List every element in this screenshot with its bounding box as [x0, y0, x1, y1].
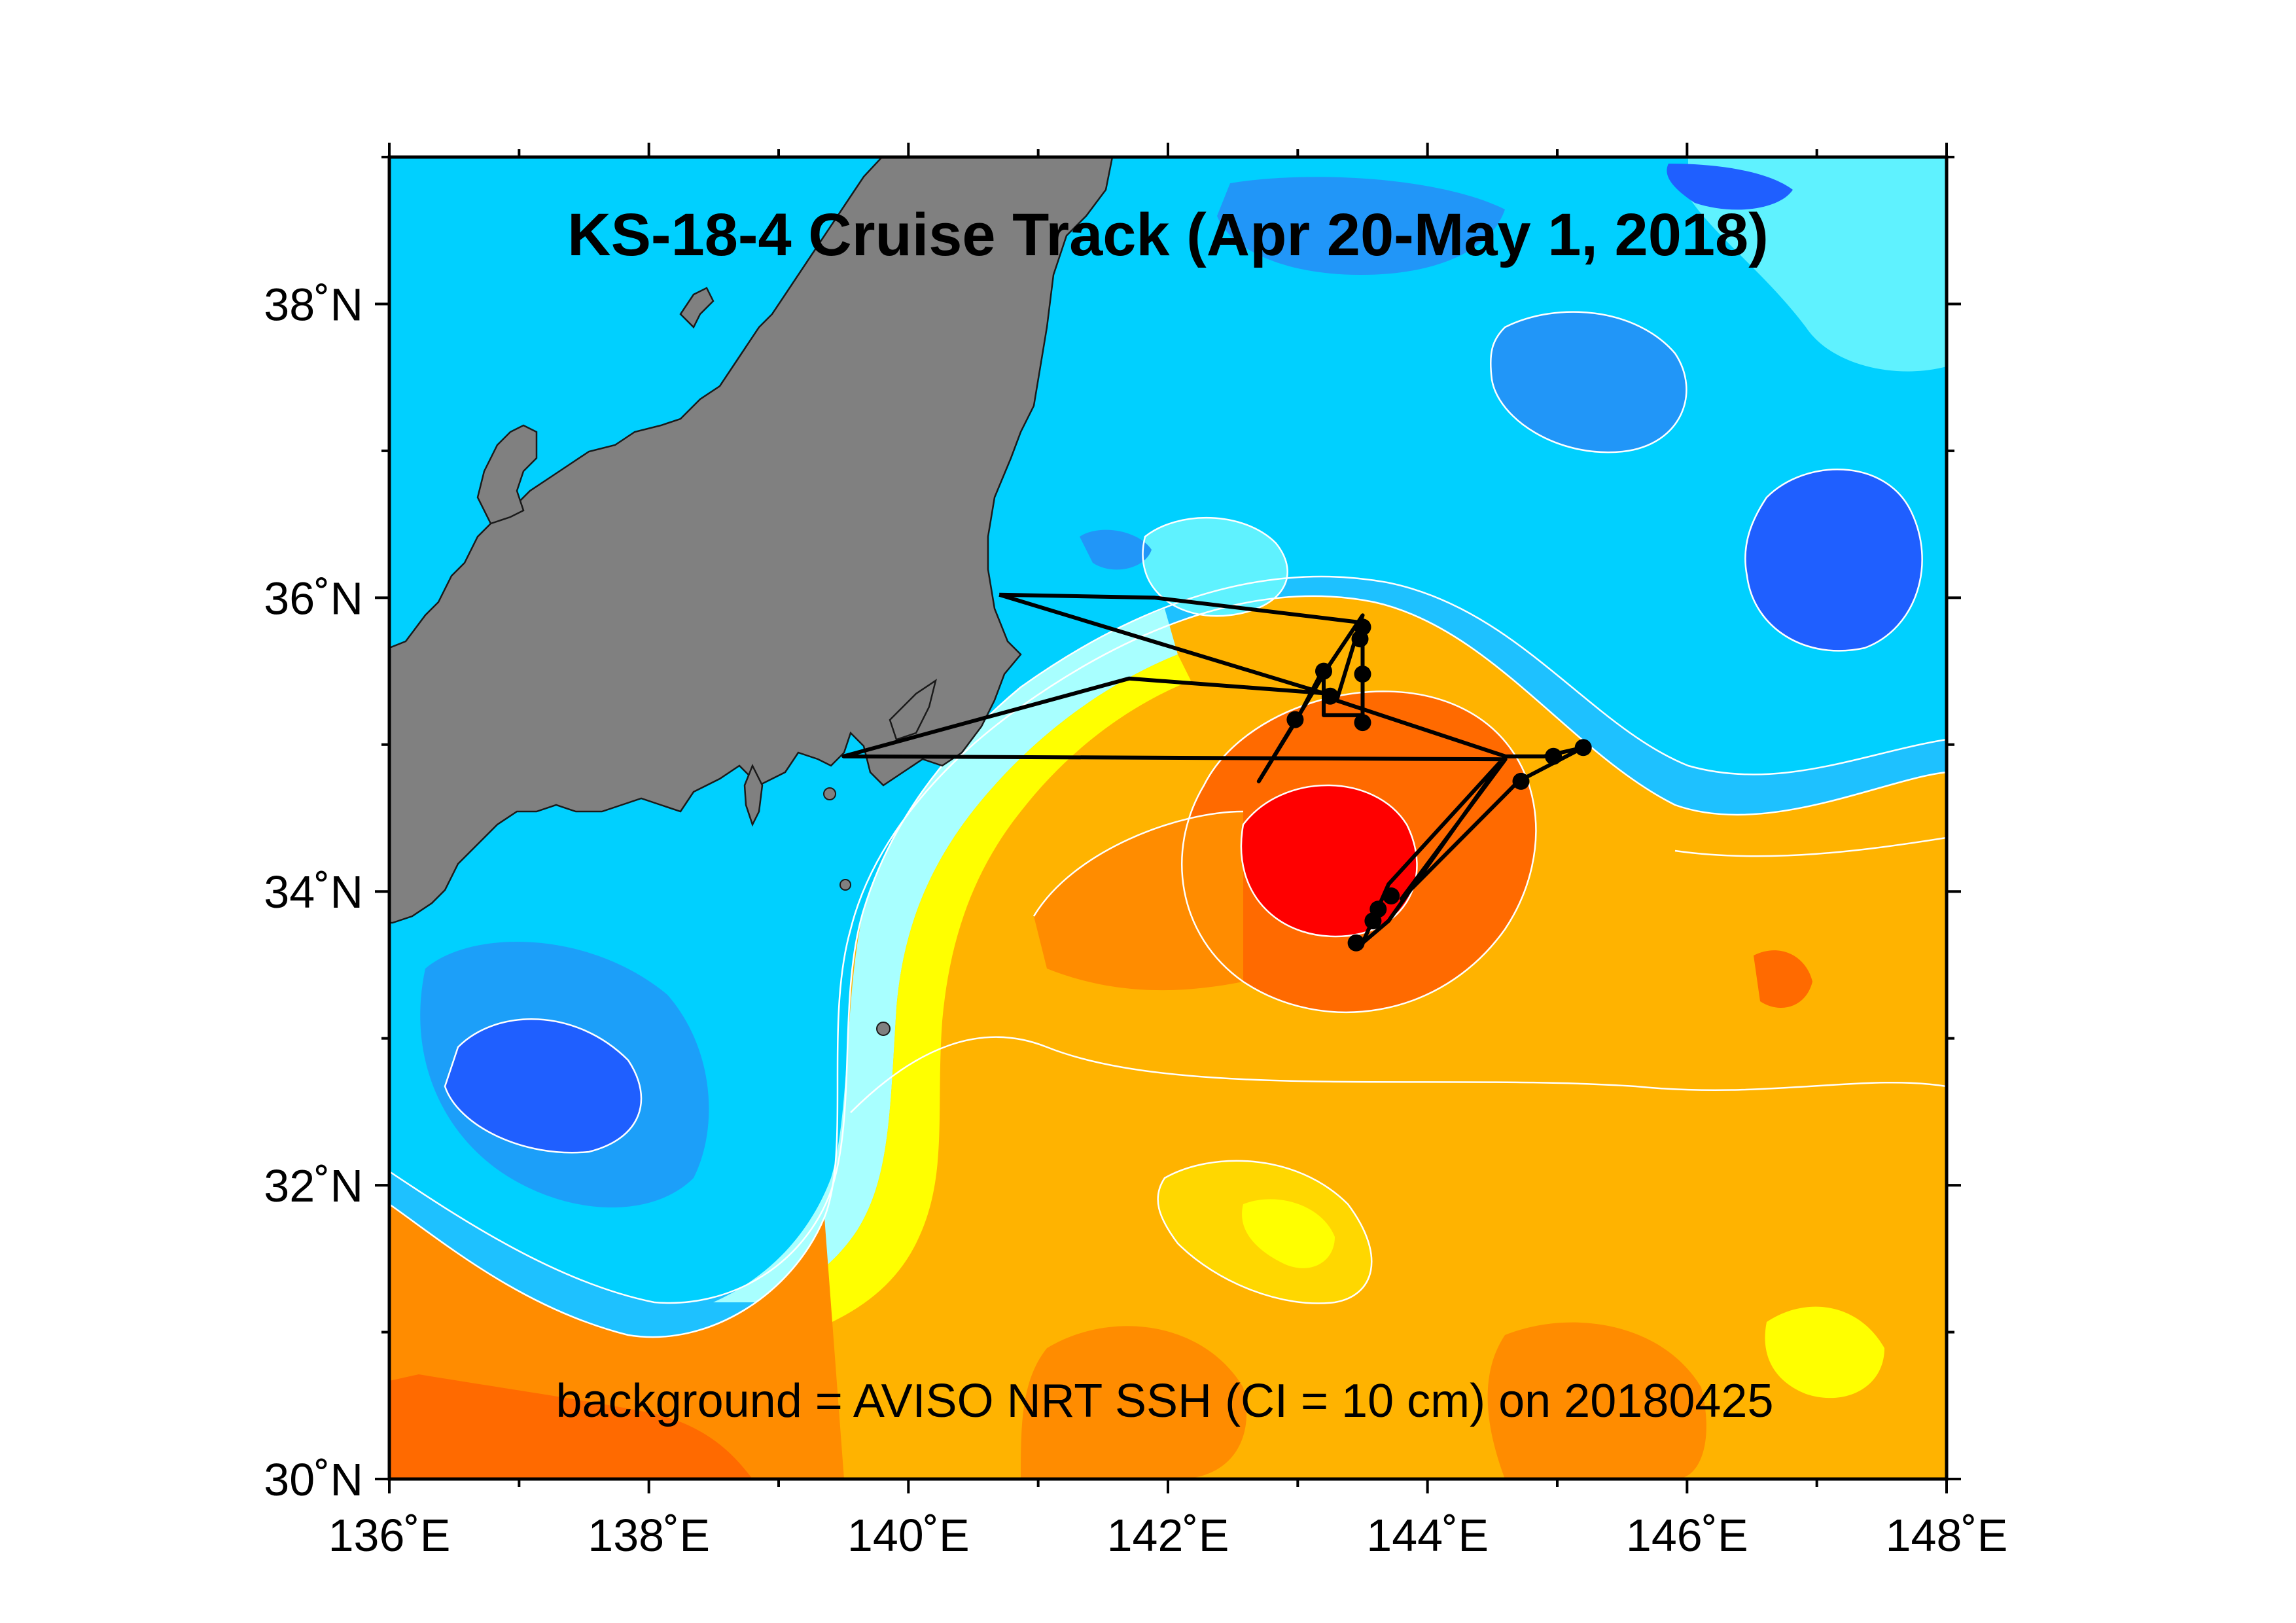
lon-tick-label: 142˚E	[1107, 1510, 1229, 1561]
map-caption: background = AVISO NRT SSH (CI = 10 cm) …	[556, 1375, 1773, 1427]
izu-peninsula	[743, 763, 764, 827]
cruise-track	[841, 592, 1585, 945]
map-title: KS-18-4 Cruise Track (Apr 20-May 1, 2018…	[567, 202, 1769, 268]
station-marker	[1545, 747, 1563, 765]
cruise-stations	[1286, 618, 1592, 952]
lat-tick-label: 32˚N	[264, 1160, 363, 1211]
station-marker	[1351, 630, 1369, 648]
izu-island-3	[876, 1022, 891, 1036]
lon-tick-label: 136˚E	[328, 1510, 451, 1561]
station-marker	[1512, 772, 1530, 790]
cruise-track-line	[841, 592, 1585, 945]
noto-peninsula	[476, 424, 538, 525]
lat-tick-label: 38˚N	[264, 279, 363, 330]
lon-tick-label: 148˚E	[1886, 1510, 2008, 1561]
station-marker	[1364, 912, 1382, 930]
lon-tick-label: 144˚E	[1366, 1510, 1489, 1561]
station-marker	[1354, 666, 1371, 683]
lon-tick-label: 140˚E	[847, 1510, 970, 1561]
lat-tick-label: 34˚N	[264, 866, 363, 918]
station-marker	[1321, 687, 1339, 705]
lat-tick-label: 30˚N	[264, 1454, 363, 1505]
axis-tick-labels: 136˚E 138˚E 140˚E 142˚E 144˚E 146˚E 148˚E 30˚N 3…	[264, 279, 2007, 1561]
station-marker	[1286, 711, 1304, 728]
izu-island-1	[823, 787, 836, 800]
lon-tick-label: 138˚E	[588, 1510, 710, 1561]
station-marker	[1347, 934, 1365, 952]
lon-tick-label: 146˚E	[1626, 1510, 1748, 1561]
izu-island-2	[839, 879, 851, 891]
station-marker	[1383, 887, 1400, 904]
station-marker	[1315, 662, 1332, 680]
station-marker	[1354, 714, 1371, 732]
station-marker	[1574, 739, 1592, 757]
sado-island	[679, 287, 715, 329]
axis-ticks	[375, 143, 1961, 1493]
ssh-background	[389, 157, 1947, 1479]
boso-peninsula	[889, 679, 937, 741]
lat-tick-label: 36˚N	[264, 573, 363, 624]
